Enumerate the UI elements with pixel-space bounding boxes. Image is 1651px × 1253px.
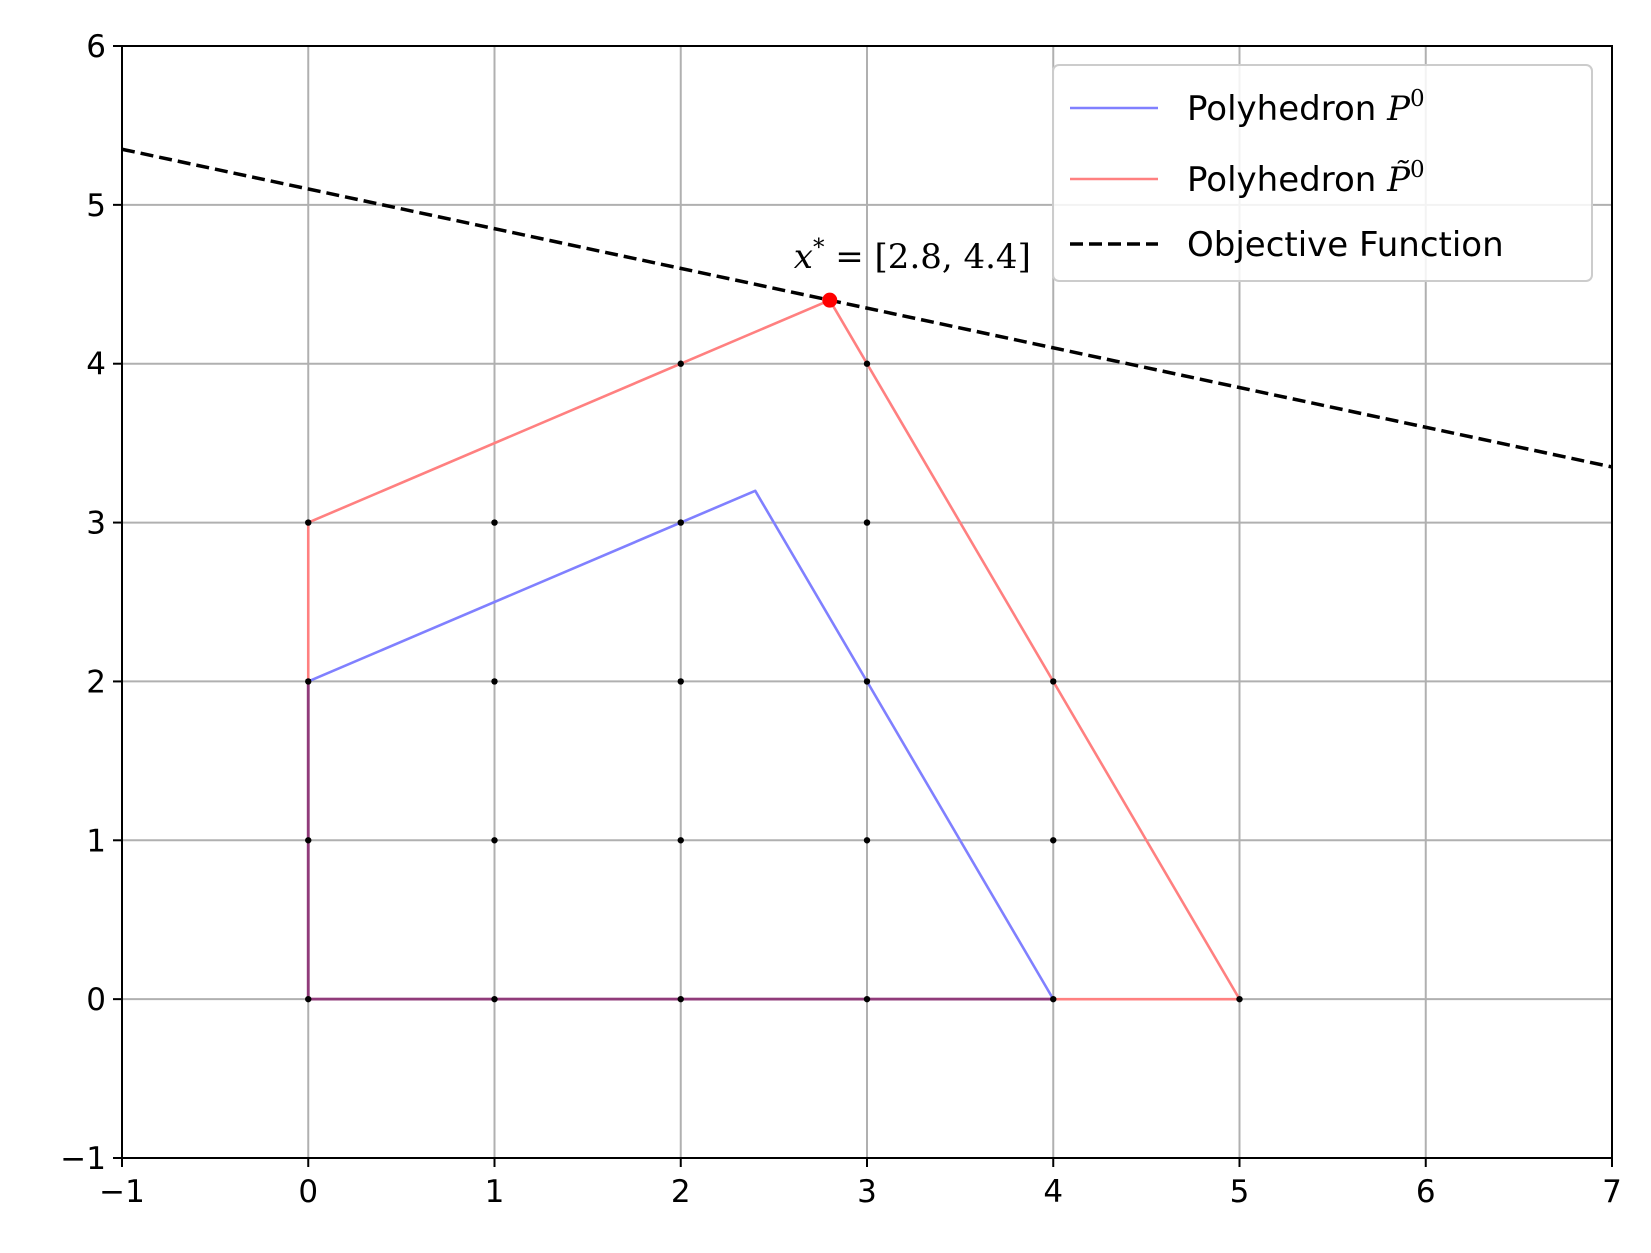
legend: Polyhedron P0 Polyhedron P̃0 Objective Fun… (1052, 64, 1593, 282)
y-tick-label: 2 (86, 664, 106, 700)
axis-ticks: −1 0 1 2 3 4 5 6 7 −1 0 1 2 3 4 5 6 (60, 29, 1622, 1210)
legend-label: Polyhedron P0 (1187, 86, 1425, 129)
y-tick-label: −1 (60, 1141, 106, 1177)
x-tick-label: 6 (1416, 1174, 1436, 1210)
x-tick-label: 3 (857, 1174, 877, 1210)
y-tick-label: 1 (86, 823, 106, 859)
integer-point (677, 837, 684, 844)
integer-point (677, 678, 684, 685)
integer-point (491, 837, 498, 844)
integer-point (305, 519, 312, 526)
legend-label: Objective Function (1187, 225, 1504, 265)
integer-point (305, 837, 312, 844)
integer-point (863, 837, 871, 844)
integer-point (677, 519, 684, 526)
integer-point (863, 995, 871, 1003)
legend-label: Polyhedron P̃0 (1187, 157, 1425, 200)
integer-point (491, 519, 498, 526)
integer-point (677, 360, 684, 367)
integer-point (677, 995, 684, 1003)
integer-point (1050, 837, 1057, 844)
optimum-annotation: x* = [2.8, 4.4] (794, 235, 1031, 308)
integer-point (305, 995, 312, 1003)
objective-function-line (121, 147, 1613, 469)
integer-point (491, 678, 498, 685)
y-tick-label: 3 (86, 506, 106, 542)
optimum-point (822, 292, 838, 308)
y-tick-label: 6 (86, 29, 106, 65)
x-tick-label: 2 (671, 1174, 691, 1210)
integer-point (863, 360, 871, 367)
integer-point (863, 678, 871, 685)
integer-points (305, 360, 1243, 1003)
integer-point (1050, 678, 1057, 685)
y-tick-label: 4 (86, 347, 106, 383)
x-tick-label: 5 (1230, 1174, 1250, 1210)
x-tick-label: 4 (1043, 1174, 1063, 1210)
integer-point (863, 519, 871, 526)
x-tick-label: −1 (99, 1174, 145, 1210)
x-tick-label: 7 (1602, 1174, 1622, 1210)
x-tick-label: 1 (485, 1174, 505, 1210)
integer-point (1050, 995, 1057, 1003)
optimum-label: x* = [2.8, 4.4] (794, 235, 1031, 277)
x-tick-label: 0 (298, 1174, 318, 1210)
legend-box (1052, 64, 1593, 282)
y-tick-label: 5 (86, 188, 106, 224)
y-tick-label: 0 (86, 982, 106, 1018)
integer-point (305, 678, 312, 685)
integer-point (1236, 995, 1243, 1003)
integer-point (491, 995, 498, 1003)
